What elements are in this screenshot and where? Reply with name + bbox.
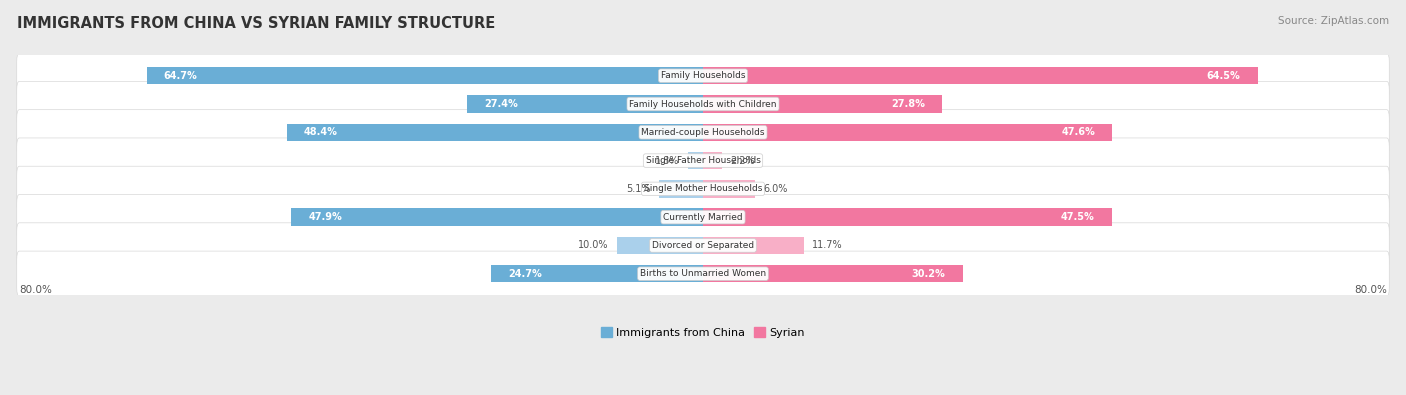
Bar	[688, 152, 703, 169]
Text: IMMIGRANTS FROM CHINA VS SYRIAN FAMILY STRUCTURE: IMMIGRANTS FROM CHINA VS SYRIAN FAMILY S…	[17, 16, 495, 31]
Bar	[491, 265, 703, 282]
Bar	[703, 152, 721, 169]
Text: 27.4%: 27.4%	[485, 99, 519, 109]
Bar	[703, 209, 1112, 226]
Text: Family Households with Children: Family Households with Children	[630, 100, 776, 109]
Bar	[146, 67, 703, 85]
FancyBboxPatch shape	[17, 110, 1389, 155]
FancyBboxPatch shape	[17, 223, 1389, 268]
FancyBboxPatch shape	[17, 194, 1389, 240]
Text: 6.0%: 6.0%	[763, 184, 787, 194]
Text: 2.2%: 2.2%	[731, 156, 755, 166]
FancyBboxPatch shape	[17, 251, 1389, 296]
FancyBboxPatch shape	[17, 53, 1389, 98]
Text: 64.5%: 64.5%	[1206, 71, 1240, 81]
Text: Births to Unmarried Women: Births to Unmarried Women	[640, 269, 766, 278]
Text: 11.7%: 11.7%	[813, 241, 842, 250]
Bar	[287, 124, 703, 141]
Text: 27.8%: 27.8%	[891, 99, 925, 109]
Text: Single Father Households: Single Father Households	[645, 156, 761, 165]
Bar	[703, 237, 804, 254]
Bar	[659, 180, 703, 198]
Bar	[703, 124, 1112, 141]
Text: 47.6%: 47.6%	[1062, 127, 1095, 137]
Text: Divorced or Separated: Divorced or Separated	[652, 241, 754, 250]
FancyBboxPatch shape	[17, 81, 1389, 127]
Bar	[291, 209, 703, 226]
Text: Source: ZipAtlas.com: Source: ZipAtlas.com	[1278, 16, 1389, 26]
Text: Single Mother Households: Single Mother Households	[644, 184, 762, 194]
Text: 5.1%: 5.1%	[626, 184, 651, 194]
Bar	[467, 95, 703, 113]
Text: 64.7%: 64.7%	[163, 71, 197, 81]
Text: 48.4%: 48.4%	[304, 127, 337, 137]
Text: 1.8%: 1.8%	[655, 156, 679, 166]
Text: 80.0%: 80.0%	[1354, 285, 1386, 295]
Bar	[617, 237, 703, 254]
Bar	[703, 180, 755, 198]
Text: 10.0%: 10.0%	[578, 241, 609, 250]
FancyBboxPatch shape	[17, 166, 1389, 211]
FancyBboxPatch shape	[17, 138, 1389, 183]
Text: Married-couple Households: Married-couple Households	[641, 128, 765, 137]
Text: 24.7%: 24.7%	[508, 269, 541, 279]
Bar	[703, 67, 1258, 85]
Bar	[703, 95, 942, 113]
Text: 30.2%: 30.2%	[911, 269, 945, 279]
Text: 47.9%: 47.9%	[308, 212, 342, 222]
Text: 80.0%: 80.0%	[20, 285, 52, 295]
Text: Family Households: Family Households	[661, 71, 745, 80]
Bar	[703, 265, 963, 282]
Text: Currently Married: Currently Married	[664, 213, 742, 222]
Legend: Immigrants from China, Syrian: Immigrants from China, Syrian	[596, 323, 810, 342]
Text: 47.5%: 47.5%	[1060, 212, 1094, 222]
